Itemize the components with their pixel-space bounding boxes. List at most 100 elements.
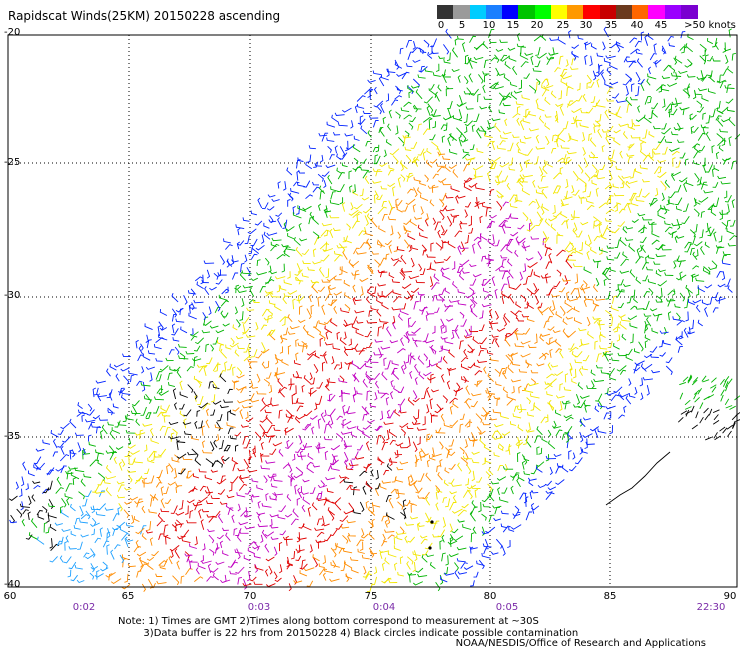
wind-barb [697, 388, 702, 395]
wind-barb [183, 295, 188, 305]
wind-barb [465, 399, 471, 409]
wind-barb [139, 557, 148, 565]
wind-barb [536, 52, 547, 59]
wind-barb [353, 203, 363, 210]
wind-barb [690, 405, 695, 413]
wind-barb [377, 241, 386, 247]
wind-barb [279, 346, 284, 354]
wind-barb [221, 527, 229, 531]
wind-barb [306, 154, 312, 163]
wind-barb [628, 378, 632, 386]
wind-barb [592, 259, 602, 263]
wind-barb [315, 539, 326, 543]
wind-barb [584, 296, 593, 301]
wind-barb [19, 488, 23, 498]
wind-barb [178, 468, 186, 475]
wind-barb [542, 231, 548, 241]
wind-barb [412, 397, 420, 403]
wind-barb [417, 291, 425, 296]
wind-barb [596, 260, 601, 269]
wind-barb [400, 428, 406, 436]
wind-barb [670, 72, 682, 77]
wind-barb [208, 381, 214, 389]
wind-barb [728, 136, 732, 146]
wind-barb [584, 404, 588, 413]
wind-barb [651, 327, 659, 334]
wind-barb [512, 65, 518, 76]
wind-barb [507, 142, 514, 152]
wind-barb [261, 202, 269, 210]
wind-barb [209, 325, 219, 329]
wind-barb [614, 202, 618, 212]
wind-barb [680, 410, 688, 415]
wind-barb [359, 242, 368, 249]
wind-barb [467, 362, 476, 369]
wind-barb [435, 485, 441, 494]
wind-barb [321, 361, 326, 372]
wind-barb [263, 378, 270, 387]
wind-barb [708, 226, 712, 237]
wind-barb [206, 576, 214, 582]
wind-barb [653, 59, 662, 65]
wind-barb [705, 131, 711, 142]
wind-barb [719, 378, 725, 385]
wind-barb [453, 387, 464, 393]
wind-barb [679, 392, 684, 400]
wind-barb [237, 467, 245, 472]
wind-barb [122, 413, 129, 423]
wind-barb [643, 291, 650, 298]
wind-barb [160, 508, 170, 513]
wind-barb [290, 518, 299, 526]
wind-barb [530, 503, 535, 514]
wind-barb [514, 194, 518, 203]
wind-barb [351, 324, 360, 331]
wind-barb [535, 98, 539, 106]
wind-barb [478, 350, 484, 357]
map-border [7, 34, 738, 588]
wind-barb [380, 392, 389, 399]
wind-barb [625, 73, 633, 83]
wind-barb [186, 366, 194, 372]
wind-barb [218, 294, 228, 301]
wind-barb [56, 540, 63, 547]
wind-barb [451, 68, 460, 73]
wind-barb [85, 510, 91, 520]
wind-barb [267, 424, 276, 433]
wind-barb [377, 269, 388, 274]
wind-barb [268, 219, 277, 223]
wind-barb [338, 390, 343, 398]
wind-barb [323, 534, 332, 542]
wind-barb [668, 104, 673, 114]
wind-barb [466, 419, 471, 428]
wind-barb [231, 259, 239, 263]
wind-barb [611, 295, 618, 304]
wind-barb [416, 187, 422, 195]
wind-barb [296, 414, 306, 420]
wind-barb [429, 199, 435, 207]
wind-barb [206, 357, 213, 365]
wind-barb [340, 420, 352, 427]
wind-barb [287, 290, 298, 295]
wind-barb [525, 359, 533, 366]
wind-barb [365, 140, 371, 147]
wind-barb [592, 70, 597, 81]
wind-barb [296, 182, 305, 188]
wind-barb [321, 222, 332, 227]
wind-barb [88, 441, 96, 447]
wind-barb [313, 321, 319, 328]
wind-barb [189, 543, 198, 549]
wind-barb [301, 384, 305, 393]
wind-barb [702, 126, 706, 135]
wind-barb [710, 377, 717, 383]
wind-barb [270, 536, 279, 540]
wind-barb [475, 413, 483, 423]
wind-barb [60, 445, 65, 455]
wind-barb [724, 85, 735, 89]
wind-barb [547, 486, 557, 491]
wind-barb [448, 439, 455, 447]
wind-barb [367, 130, 372, 138]
wind-barb [476, 148, 484, 154]
wind-barb [174, 346, 180, 355]
wind-barb [617, 352, 627, 357]
wind-barb [567, 133, 571, 142]
